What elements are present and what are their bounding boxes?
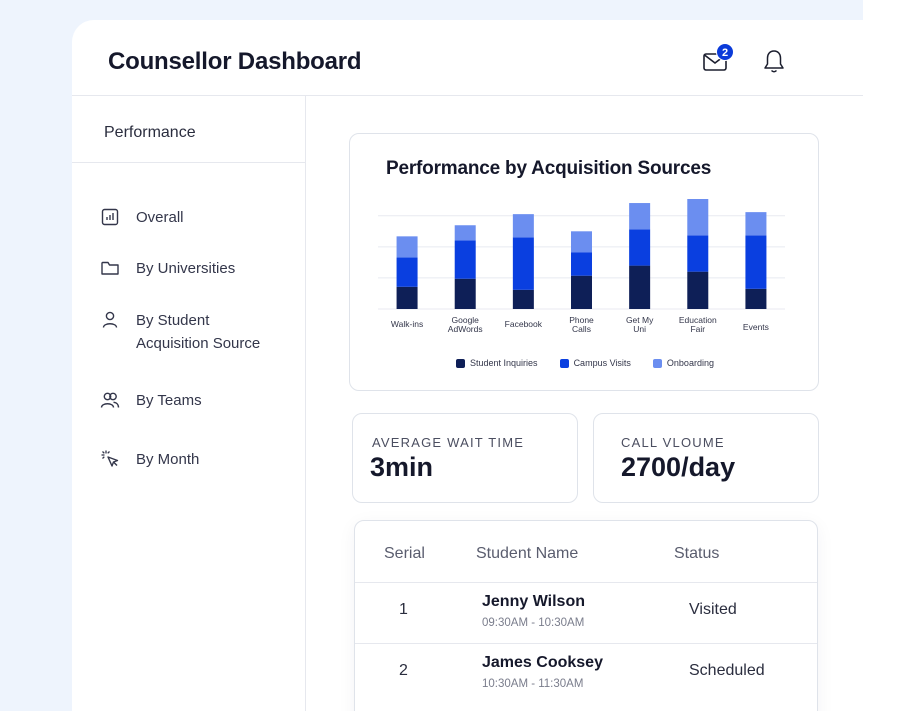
acquisition-chart-card: Performance by Acquisition Sources Walk-… [349,133,819,391]
notifications-button[interactable] [762,48,786,76]
bar-segment[interactable] [687,235,709,272]
student-name-cell: Jenny Wilson [482,593,585,610]
bar-segment[interactable] [512,237,534,290]
bar-segment[interactable] [687,271,709,309]
status-cell: Visited [689,601,737,618]
x-tick-label: Walk-ins [391,319,423,329]
stat-card-wait-time: AVERAGE WAIT TIME 3min [352,413,578,503]
sidebar-item-universities[interactable]: By Universities [100,257,235,280]
bar-segment[interactable] [571,275,592,309]
column-header-student-name[interactable]: Student Name [476,545,579,562]
sidebar-item-acquisition-source[interactable]: By Student Acquisition Source [100,309,260,355]
table-row[interactable]: 2 James Cooksey 10:30AM - 11:30AM Schedu… [355,643,817,704]
time-slot-cell: 10:30AM - 11:30AM [482,678,584,690]
bar-segment[interactable] [454,278,476,309]
legend-swatch [559,358,569,368]
bar-chart-icon [101,208,119,226]
x-tick-label: Education Fair [679,315,717,334]
folder-icon [101,261,119,275]
stat-card-call-volume: CALL VLOUME 2700/day [593,413,819,503]
column-header-status[interactable]: Status [674,545,720,562]
bar-segment[interactable] [745,212,767,236]
bar-segment[interactable] [745,288,767,309]
sidebar-item-label: By Student Acquisition Source [136,312,261,352]
sidebar-item-teams[interactable]: By Teams [100,389,202,412]
x-tick-label: Google AdWords [448,315,483,334]
notification-badge: 2 [716,43,734,61]
stacked-bar-chart: Walk-ins Google AdWords Facebook Phone Calls G… [378,199,785,334]
serial-cell: 1 [399,601,408,618]
x-tick-label: Facebook [505,319,543,329]
time-slot-cell: 09:30AM - 10:30AM [482,617,585,629]
mail-button[interactable]: 2 [702,43,734,78]
stat-value: 3min [370,452,434,482]
x-tick-label: Events [743,322,769,332]
legend-item: Student Inquiries [456,358,538,368]
stat-label: CALL VLOUME [621,435,725,450]
sidebar-item-label: By Teams [136,392,202,409]
dashboard-window: Counsellor Dashboard 2 Performance [72,20,863,711]
sidebar-item-overall[interactable]: Overall [100,206,184,229]
user-icon [102,311,118,328]
column-header-serial[interactable]: Serial [384,545,425,562]
sidebar-item-month[interactable]: By Month [100,448,199,471]
stat-value: 2700/day [621,452,736,482]
status-cell: Scheduled [689,662,765,679]
bar-segment[interactable] [629,265,651,309]
bar-segment[interactable] [512,289,534,309]
bar-segment[interactable] [571,231,592,253]
bar-segment[interactable] [512,214,534,238]
bell-icon [764,50,784,73]
cursor-click-icon [101,450,119,467]
legend-item: Campus Visits [559,358,631,368]
bar-segment[interactable] [396,236,418,258]
legend-item: Onboarding [652,358,714,368]
bar-segment[interactable] [687,199,709,236]
bar-segment[interactable] [396,257,418,287]
legend-label: Student Inquiries [470,358,538,368]
legend-swatch [456,358,466,368]
app-title: Counsellor Dashboard [108,48,362,75]
top-bar: Counsellor Dashboard 2 [72,20,863,96]
serial-cell: 2 [399,662,408,679]
sidebar-heading: Performance [72,96,305,163]
chart-title: Performance by Acquisition Sources [386,158,712,179]
student-name-cell: James Cooksey [482,654,603,671]
bar-segment[interactable] [396,286,418,309]
bar-segment[interactable] [571,252,592,276]
legend-label: Onboarding [666,358,714,368]
legend-label: Campus Visits [573,358,631,368]
x-tick-label: Phone Calls [569,315,594,334]
x-tick-label: Get My Uni [626,315,654,334]
bar-segment[interactable] [745,235,767,289]
sidebar-item-label: By Universities [136,260,236,277]
sidebar-item-label: By Month [136,451,200,468]
table-row[interactable]: 1 Jenny Wilson 09:30AM - 10:30AM Visited [355,582,817,643]
users-icon [100,392,120,408]
bar-segment[interactable] [454,225,476,241]
bar-segment[interactable] [454,240,476,279]
sidebar: Performance Overall By Universities By S… [72,96,306,711]
bar-segment[interactable] [629,229,651,266]
students-table: Serial Student Name Status 1 Jenny Wilso… [354,520,818,711]
sidebar-item-label: Overall [136,209,184,226]
chart-legend: Student Inquiries Campus Visits Onboarding [350,358,820,368]
bar-segment[interactable] [629,203,651,230]
stat-label: AVERAGE WAIT TIME [372,435,525,450]
legend-swatch [652,358,662,368]
